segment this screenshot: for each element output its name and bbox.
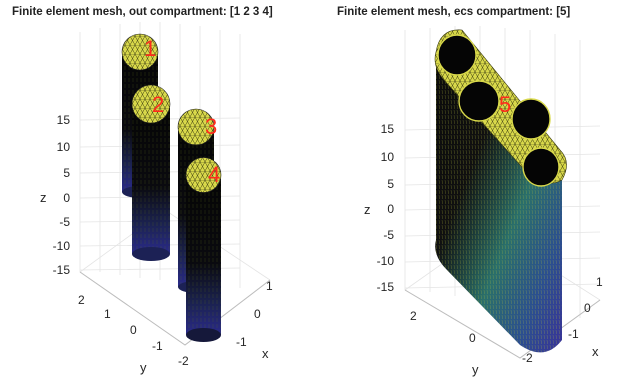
cylinder-4 xyxy=(185,157,222,342)
y-tick: 2 xyxy=(410,309,417,323)
y-tick: 1 xyxy=(104,307,111,321)
y-tick-labels: 2 1 0 -1 -2 xyxy=(78,293,189,368)
x-tick: 0 xyxy=(584,301,591,315)
y-tick: -2 xyxy=(178,354,189,368)
x-tick-labels: 1 0 -1 xyxy=(568,275,603,341)
z-tick-labels: 15 10 5 0 -5 -10 -15 xyxy=(377,122,395,294)
cylinder-2 xyxy=(131,84,171,261)
z-tick: 5 xyxy=(387,177,394,191)
y-tick: -2 xyxy=(522,351,533,365)
z-tick: -10 xyxy=(377,254,395,268)
z-axis-label: z xyxy=(364,202,371,217)
z-tick: -15 xyxy=(53,263,71,277)
y-tick: 0 xyxy=(469,331,476,345)
x-tick: -1 xyxy=(236,335,247,349)
z-tick: 15 xyxy=(381,122,395,136)
z-tick: 15 xyxy=(57,113,71,127)
left-axes: 1 2 3 4 15 10 5 0 -5 -10 -15 z 2 1 0 -1 … xyxy=(40,22,273,375)
x-tick: 1 xyxy=(596,275,603,289)
z-tick-labels: 15 10 5 0 -5 -10 -15 xyxy=(53,113,71,277)
right-panel-title: Finite element mesh, ecs compartment: [5… xyxy=(337,6,571,18)
y-tick-labels: 2 0 -2 xyxy=(410,309,533,365)
left-panel-title: Finite element mesh, out compartment: [1… xyxy=(12,6,273,18)
left-grid xyxy=(79,22,271,346)
right-axes: 5 15 10 5 0 -5 -10 -15 z 2 0 -2 y 1 0 -1… xyxy=(364,26,603,377)
x-tick-labels: 1 0 -1 xyxy=(236,279,273,349)
y-tick: -1 xyxy=(152,339,163,353)
x-axis-label: x xyxy=(262,346,269,361)
y-tick: 2 xyxy=(78,293,85,307)
ecs-volume xyxy=(434,29,567,353)
z-axis-label: z xyxy=(40,190,47,205)
compartment-label: 1 xyxy=(144,36,156,61)
z-tick: 10 xyxy=(381,150,395,164)
compartment-label: 3 xyxy=(205,114,217,139)
compartment-label: 2 xyxy=(152,92,164,117)
z-tick: -5 xyxy=(383,228,394,242)
x-tick: 1 xyxy=(266,279,273,293)
y-tick: 0 xyxy=(130,323,137,337)
z-tick: 0 xyxy=(63,191,70,205)
x-tick: -1 xyxy=(568,327,579,341)
z-tick: -15 xyxy=(377,280,395,294)
z-tick: -10 xyxy=(53,239,71,253)
y-axis-label: y xyxy=(140,360,147,375)
compartment-label: 4 xyxy=(208,162,220,187)
compartment-label: 5 xyxy=(499,92,511,117)
x-tick: 0 xyxy=(254,307,261,321)
y-axis-label: y xyxy=(472,362,479,377)
x-axis-label: x xyxy=(592,344,599,359)
z-tick: -5 xyxy=(59,215,70,229)
z-tick: 10 xyxy=(57,140,71,154)
z-tick: 5 xyxy=(63,166,70,180)
z-tick: 0 xyxy=(387,202,394,216)
